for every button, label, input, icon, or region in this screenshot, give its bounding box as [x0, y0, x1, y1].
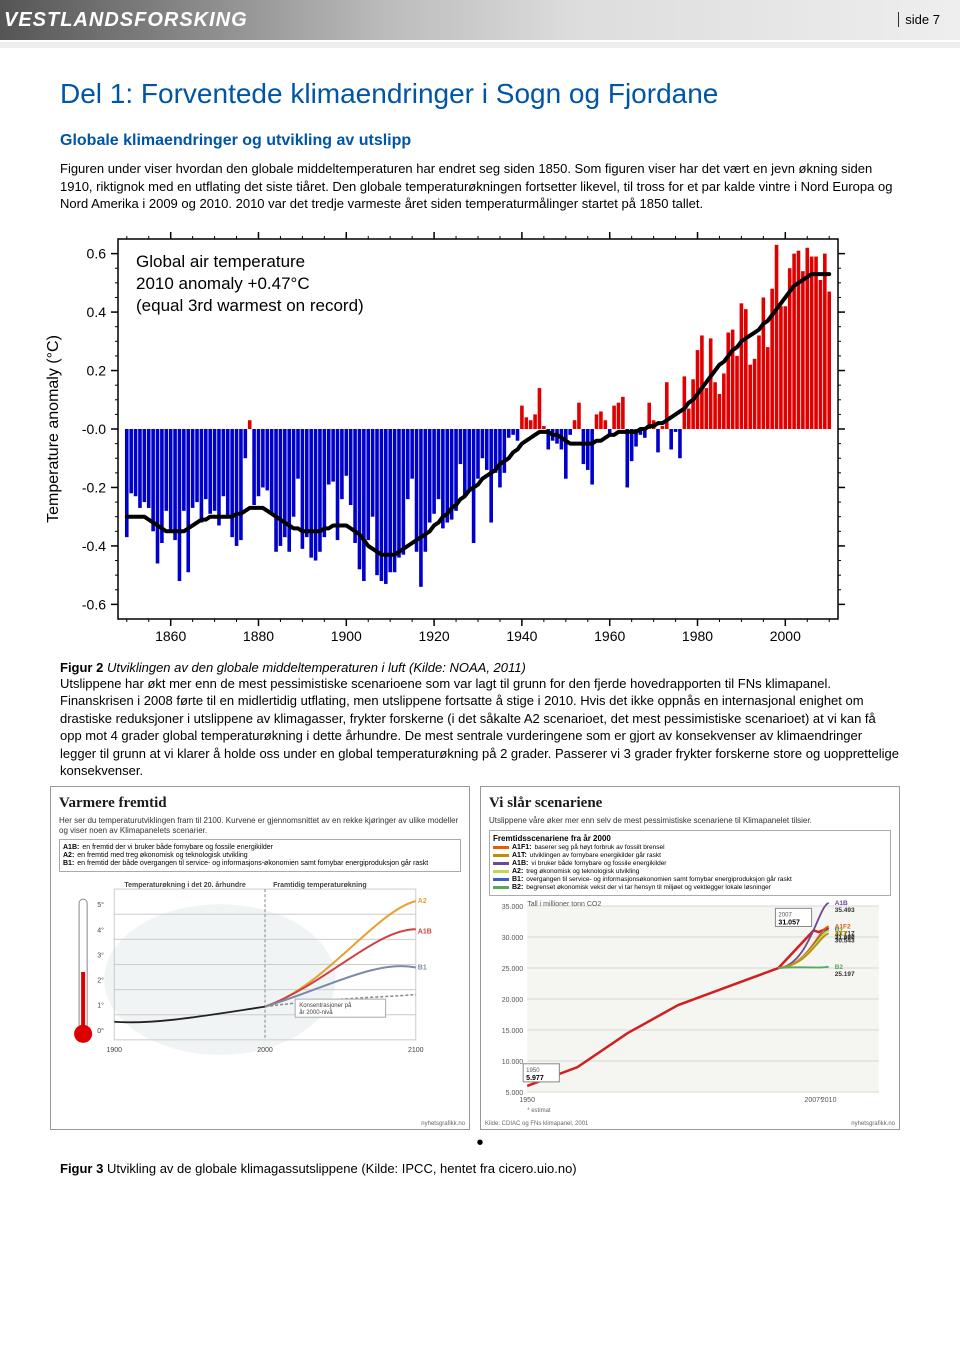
svg-text:2007: 2007: [778, 912, 792, 918]
svg-text:A1B: A1B: [418, 928, 432, 935]
svg-text:0.4: 0.4: [87, 304, 107, 320]
page-number: side 7: [898, 12, 940, 27]
panel-b-legend: Fremtidsscenariene fra år 2000A1F1: base…: [489, 830, 891, 896]
figure-3-label: Figur 3: [60, 1161, 103, 1176]
bullet-separator: •: [60, 1132, 900, 1155]
svg-text:1°: 1°: [97, 1002, 104, 1010]
panel-a-title: Varmere fremtid: [59, 795, 461, 812]
svg-text:A2: A2: [418, 898, 427, 905]
svg-text:25.197: 25.197: [835, 970, 855, 977]
svg-text:1940: 1940: [506, 628, 537, 644]
svg-text:0°: 0°: [97, 1027, 104, 1035]
svg-text:-0.2: -0.2: [82, 479, 106, 495]
svg-text:-0.6: -0.6: [82, 596, 106, 612]
svg-text:5.000: 5.000: [506, 1089, 524, 1096]
svg-text:2000: 2000: [770, 628, 801, 644]
svg-text:3°: 3°: [97, 952, 104, 960]
svg-text:0.6: 0.6: [87, 245, 107, 261]
svg-text:Framtidig temperaturøkning: Framtidig temperaturøkning: [273, 882, 367, 889]
svg-text:B2: B2: [835, 963, 844, 970]
header-band: VESTLANDSFORSKING side 7: [0, 0, 960, 40]
content: Del 1: Forventede klimaendringer i Sogn …: [0, 48, 960, 1196]
header-logo: VESTLANDSFORSKING: [4, 9, 248, 32]
svg-text:2°: 2°: [97, 977, 104, 985]
svg-text:* estimat: * estimat: [527, 1108, 551, 1114]
svg-text:1950: 1950: [526, 1067, 540, 1073]
svg-text:år 2000-nivå: år 2000-nivå: [299, 1009, 333, 1016]
svg-text:-0.0: -0.0: [82, 421, 106, 437]
svg-text:25.000: 25.000: [502, 966, 524, 973]
svg-text:1960: 1960: [594, 628, 625, 644]
svg-text:A1T: A1T: [835, 930, 847, 937]
panel-b-title: Vi slår scenariene: [489, 795, 891, 812]
svg-text:2010 anomaly +0.47°C: 2010 anomaly +0.47°C: [136, 274, 310, 293]
panel-a-credit: nyhetsgrafikk.no: [421, 1121, 465, 1127]
svg-text:1860: 1860: [155, 628, 186, 644]
svg-text:31.057: 31.057: [778, 919, 800, 926]
main-chart: -0.6 -0.4 -0.2 -0.0 0.2 0.4 0.6 1860 1880 1900 192…: [40, 219, 900, 654]
svg-text:20.000: 20.000: [502, 997, 524, 1004]
svg-text:35.000: 35.000: [502, 904, 524, 911]
svg-text:Temperaturøkning i det 20. årh: Temperaturøkning i det 20. århundre: [124, 881, 246, 889]
section-subtitle: Globale klimaendringer og utvikling av u…: [60, 132, 900, 150]
svg-text:5°: 5°: [97, 901, 104, 909]
svg-text:1980: 1980: [682, 628, 713, 644]
svg-text:1900: 1900: [331, 628, 362, 644]
svg-text:2100: 2100: [408, 1047, 424, 1054]
panel-vi-slar-scenariene: Vi slår scenariene Utslippene våre øker …: [480, 786, 900, 1130]
svg-text:1880: 1880: [243, 628, 274, 644]
svg-text:B1: B1: [418, 965, 427, 972]
svg-text:2010: 2010: [821, 1097, 837, 1104]
svg-text:1950: 1950: [519, 1097, 535, 1104]
figure-2-caption: Figur 2 Utviklingen av den globale midde…: [60, 660, 900, 675]
svg-text:A1B: A1B: [835, 900, 848, 907]
svg-text:1900: 1900: [106, 1047, 122, 1054]
two-panel-row: Varmere fremtid Her ser du temperaturutv…: [50, 786, 900, 1130]
panel-a-desc: Her ser du temperaturutviklingen fram ti…: [59, 816, 461, 835]
paragraph-2: Utslippene har økt mer enn de mest pessi…: [60, 675, 900, 780]
svg-text:15.000: 15.000: [502, 1028, 524, 1035]
svg-text:Konsentrasjoner på: Konsentrasjoner på: [299, 1002, 352, 1009]
svg-text:2000: 2000: [257, 1047, 273, 1054]
paragraph-1: Figuren under viser hvordan den globale …: [60, 160, 900, 213]
svg-text:0.2: 0.2: [87, 362, 107, 378]
figure-2-label: Figur 2: [60, 660, 103, 675]
svg-text:30.543: 30.543: [835, 937, 855, 944]
page-title: Del 1: Forventede klimaendringer i Sogn …: [60, 78, 900, 110]
figure-3-caption: Figur 3 Utvikling av de globale klimagas…: [60, 1161, 900, 1176]
svg-text:Global air temperature: Global air temperature: [136, 252, 305, 271]
figure-3-text: Utvikling av de globale klimagassutslipp…: [103, 1161, 576, 1176]
svg-text:30.000: 30.000: [502, 935, 524, 942]
svg-text:5.977: 5.977: [526, 1074, 544, 1081]
figure-2-text: Utviklingen av den globale middeltempera…: [103, 660, 525, 675]
panel-b-credit-right: nyhetsgrafikk.no: [851, 1121, 895, 1127]
panel-varmere-fremtid: Varmere fremtid Her ser du temperaturutv…: [50, 786, 470, 1130]
svg-text:1920: 1920: [419, 628, 450, 644]
panel-a-legend: A1B: en fremtid der vi bruker både forny…: [59, 839, 461, 872]
svg-text:35.493: 35.493: [835, 907, 855, 914]
svg-text:Tall i millioner tonn CO2: Tall i millioner tonn CO2: [527, 901, 601, 908]
svg-text:(equal 3rd warmest on record): (equal 3rd warmest on record): [136, 296, 364, 315]
svg-text:4°: 4°: [97, 926, 104, 934]
panel-b-desc: Utslippene våre øker mer enn selv de mes…: [489, 816, 891, 826]
panel-b-credit-left: Kilde: CDIAC og FNs klimapanel, 2001: [485, 1121, 588, 1127]
svg-text:Temperature anomaly (°C): Temperature anomaly (°C): [45, 335, 62, 523]
svg-text:-0.4: -0.4: [82, 538, 106, 554]
svg-text:10.000: 10.000: [502, 1059, 524, 1066]
